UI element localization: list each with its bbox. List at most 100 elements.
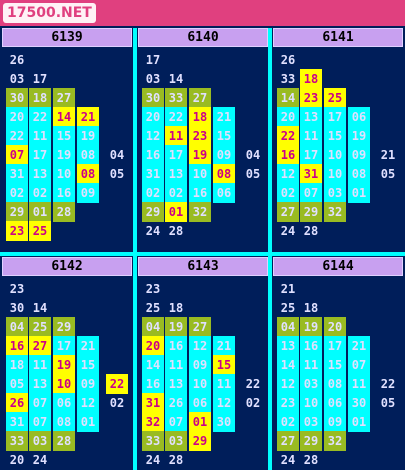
number-cell: 19 (77, 126, 99, 146)
number-cell: 21 (213, 336, 235, 356)
number-cell: 14 (277, 355, 299, 375)
number-cell: 10 (53, 374, 75, 394)
number-cell: 22 (245, 377, 261, 391)
number-cell: 10 (189, 374, 211, 394)
number-cell: 05 (6, 374, 28, 394)
number-cell: 22 (165, 107, 187, 127)
number-cell: 22 (6, 126, 28, 146)
number-cell: 32 (189, 202, 211, 222)
number-cell: 02 (109, 396, 125, 410)
number-cell: 30 (142, 88, 164, 108)
separator-vertical-2 (268, 28, 272, 470)
number-cell: 01 (29, 202, 51, 222)
number-cell: 04 (277, 317, 299, 337)
site-logo[interactable]: 17500.NET (3, 3, 96, 23)
number-cell: 18 (29, 88, 51, 108)
number-cell: 24 (145, 453, 161, 467)
number-cell: 05 (380, 396, 396, 410)
number-cell: 14 (168, 72, 184, 86)
number-cell: 28 (303, 224, 319, 238)
number-cell: 10 (53, 164, 75, 184)
number-cell: 22 (277, 126, 299, 146)
number-cell: 27 (189, 88, 211, 108)
number-cell: 09 (324, 412, 346, 432)
number-cell: 32 (324, 431, 346, 451)
number-cell: 04 (142, 317, 164, 337)
number-cell: 25 (280, 301, 296, 315)
number-cell: 23 (300, 88, 322, 108)
number-cell: 12 (277, 164, 299, 184)
number-cell: 07 (348, 355, 370, 375)
number-cell: 08 (324, 374, 346, 394)
number-cell: 09 (189, 355, 211, 375)
number-cell: 04 (109, 148, 125, 162)
number-cell: 13 (165, 374, 187, 394)
number-cell: 01 (165, 202, 187, 222)
number-cell: 19 (165, 317, 187, 337)
number-cell: 05 (109, 167, 125, 181)
number-cell: 17 (53, 336, 75, 356)
number-cell: 26 (165, 393, 187, 413)
number-cell: 11 (165, 126, 187, 146)
number-cell: 20 (9, 453, 25, 467)
number-cell: 14 (53, 107, 75, 127)
number-cell: 27 (29, 336, 51, 356)
number-cell: 18 (168, 301, 184, 315)
number-cell: 30 (348, 393, 370, 413)
number-cell: 11 (348, 374, 370, 394)
number-cell: 27 (277, 202, 299, 222)
number-cell: 33 (142, 431, 164, 451)
number-cell: 23 (145, 282, 161, 296)
number-cell: 04 (245, 148, 261, 162)
number-cell: 31 (300, 164, 322, 184)
number-cell: 02 (165, 183, 187, 203)
number-cell: 07 (300, 183, 322, 203)
number-cell: 26 (280, 53, 296, 67)
number-cell: 16 (300, 336, 322, 356)
number-cell: 12 (189, 336, 211, 356)
draw-number-header: 6141 (273, 28, 403, 47)
separator-vertical-1 (133, 28, 137, 470)
number-cell: 03 (145, 72, 161, 86)
number-cell: 07 (29, 412, 51, 432)
number-cell: 20 (324, 317, 346, 337)
number-cell: 17 (324, 336, 346, 356)
number-cell: 06 (348, 107, 370, 127)
number-cell: 04 (6, 317, 28, 337)
number-cell: 30 (213, 412, 235, 432)
number-cell: 22 (29, 107, 51, 127)
number-cell: 18 (303, 301, 319, 315)
number-cell: 03 (165, 431, 187, 451)
number-cell: 17 (324, 107, 346, 127)
number-cell: 17 (165, 145, 187, 165)
number-cell: 16 (6, 336, 28, 356)
number-cell: 24 (145, 224, 161, 238)
number-cell: 23 (277, 393, 299, 413)
number-cell: 15 (213, 355, 235, 375)
number-cell: 11 (29, 126, 51, 146)
number-cell: 24 (280, 453, 296, 467)
number-cell: 12 (277, 374, 299, 394)
number-cell: 05 (380, 167, 396, 181)
number-cell: 33 (280, 72, 296, 86)
number-cell: 03 (300, 374, 322, 394)
draw-number-header: 6144 (273, 257, 403, 276)
number-cell: 25 (29, 317, 51, 337)
number-cell: 15 (53, 126, 75, 146)
number-cell: 03 (300, 412, 322, 432)
number-cell: 28 (168, 224, 184, 238)
number-cell: 32 (142, 412, 164, 432)
number-cell: 16 (142, 374, 164, 394)
number-cell: 06 (324, 393, 346, 413)
number-cell: 02 (277, 412, 299, 432)
number-cell: 20 (142, 107, 164, 127)
number-cell: 03 (9, 72, 25, 86)
number-cell: 29 (300, 202, 322, 222)
number-cell: 25 (324, 88, 346, 108)
number-cell: 09 (77, 374, 99, 394)
number-cell: 11 (213, 374, 235, 394)
number-cell: 03 (324, 183, 346, 203)
number-cell: 06 (213, 183, 235, 203)
number-cell: 09 (213, 145, 235, 165)
number-cell: 23 (189, 126, 211, 146)
